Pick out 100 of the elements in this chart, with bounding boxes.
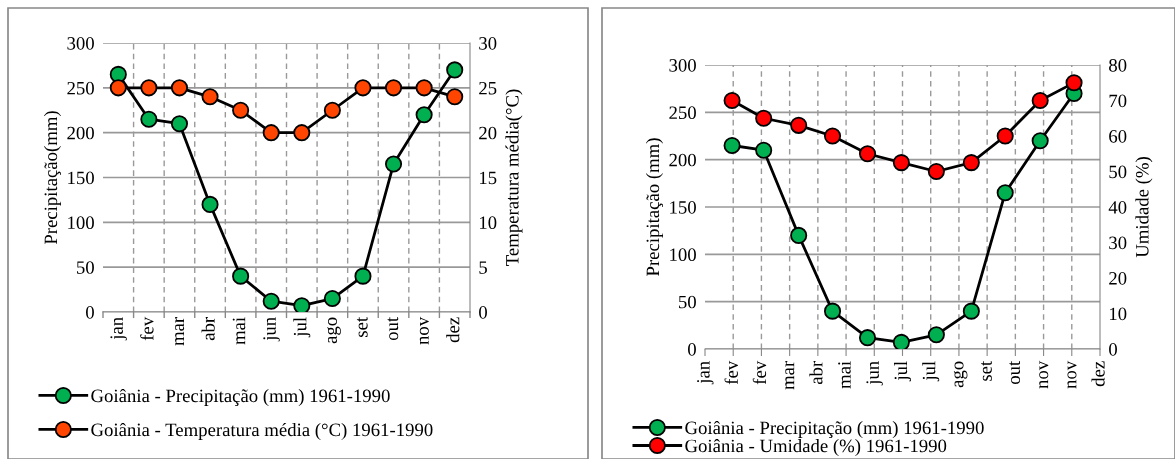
point — [723, 136, 741, 155]
x-tick-label: nov — [1067, 360, 1077, 389]
y-tick-label: 300 — [67, 37, 94, 50]
point — [858, 329, 877, 347]
y-tick-label: 200 — [669, 153, 696, 167]
x-tick-label: mai — [232, 317, 246, 345]
point — [723, 91, 741, 110]
x-tick-label: dez — [1091, 361, 1105, 387]
point — [384, 79, 403, 97]
y-tick-label: 150 — [68, 171, 94, 185]
point — [755, 109, 773, 127]
x-tick-label: jun — [866, 361, 883, 386]
y-axis-title: Precipitação(mm) — [43, 111, 61, 245]
point — [892, 333, 910, 349]
point — [354, 79, 372, 97]
x-tick-label: set — [981, 360, 992, 381]
point — [823, 302, 842, 320]
y2-tick-label: 30 — [479, 37, 497, 50]
y2-tick-label: 70 — [1109, 94, 1127, 108]
x-tick-label: jul — [894, 361, 911, 382]
point — [858, 145, 877, 163]
point — [262, 292, 280, 310]
y2-axis-title: Umidade (%) — [1135, 157, 1153, 258]
x-tick-label: nov — [419, 316, 429, 345]
point — [323, 101, 341, 119]
y-tick-label: 200 — [67, 126, 94, 140]
point — [262, 124, 280, 142]
legend-label: Goiânia - Temperatura média (°C) 1961-1990 — [91, 422, 433, 440]
point — [996, 127, 1014, 145]
y2-tick-label: 60 — [1109, 130, 1127, 143]
y-tick-label: 100 — [68, 216, 94, 230]
x-tick-label: abr — [809, 360, 823, 385]
point — [755, 141, 773, 159]
point — [790, 226, 808, 244]
point — [170, 115, 189, 133]
point — [1031, 132, 1049, 150]
x-tick-label: dez — [446, 317, 460, 343]
point — [962, 302, 980, 320]
point — [415, 79, 433, 97]
point — [1065, 74, 1083, 92]
y2-tick-label: 15 — [479, 171, 497, 185]
point — [109, 79, 127, 97]
point — [354, 267, 372, 285]
point — [323, 290, 341, 308]
y-tick-label: 0 — [688, 343, 696, 356]
y-tick-label: 250 — [669, 106, 696, 120]
y2-tick-label: 20 — [479, 126, 497, 140]
point — [140, 110, 158, 128]
y-axis-title: Precipitação (mm) — [645, 138, 663, 276]
y2-tick-label: 30 — [1109, 236, 1127, 250]
y-tick-label: 50 — [679, 295, 696, 309]
point — [790, 116, 808, 134]
point — [384, 155, 403, 173]
y2-tick-label: 25 — [479, 81, 497, 95]
y-tick-label: 100 — [670, 248, 696, 262]
point — [446, 88, 464, 106]
legend-label: Goiânia - Umidade (%) 1961-1990 — [685, 439, 947, 457]
point — [201, 88, 219, 106]
x-tick-label: ago — [327, 317, 341, 344]
y2-tick-label: 50 — [1109, 165, 1127, 179]
point — [293, 297, 311, 312]
x-tick-label: mai — [838, 361, 851, 389]
y2-tick-label: 10 — [1109, 307, 1127, 321]
y-tick-label: 150 — [670, 201, 696, 214]
x-tick-label: nov — [1039, 360, 1049, 389]
point — [446, 61, 464, 79]
point — [996, 184, 1014, 202]
point — [927, 162, 945, 181]
y2-tick-label: 0 — [1109, 343, 1117, 356]
y2-tick-label: 40 — [1108, 201, 1127, 214]
y-tick-label: 300 — [669, 59, 696, 72]
point — [232, 267, 250, 285]
x-tick-label: fev — [140, 316, 154, 341]
x-tick-label: jul — [293, 317, 311, 338]
y2-tick-label: 20 — [1109, 272, 1127, 285]
x-tick-label: out — [1009, 360, 1021, 385]
legend-label: Goiânia - Precipitação (mm) 1961-1990 — [91, 388, 390, 406]
point — [823, 127, 842, 145]
x-tick-label: jul — [922, 361, 940, 382]
x-tick-label: ago — [953, 361, 968, 388]
point — [892, 154, 910, 172]
x-tick-label: fev — [752, 360, 767, 385]
x-tick-label: jan — [697, 361, 714, 385]
y-tick-label: 0 — [86, 306, 94, 319]
point — [927, 326, 945, 344]
y-tick-label: 250 — [67, 81, 94, 95]
y2-tick-label: 0 — [479, 306, 487, 319]
x-tick-label: jun — [263, 317, 280, 342]
point — [1031, 91, 1049, 110]
x-tick-label: set — [356, 316, 368, 337]
y2-tick-label: 5 — [479, 261, 487, 274]
x-tick-label: jan — [110, 317, 127, 341]
legend-label: Goiânia - Precipitação (mm) 1961-1990 — [685, 420, 984, 438]
y2-tick-label: 80 — [1109, 59, 1127, 72]
x-tick-label: mar — [785, 360, 795, 390]
y2-axis-title: Temperatura média(°C) — [505, 89, 523, 266]
y2-tick-label: 10 — [479, 216, 497, 230]
point — [962, 154, 980, 172]
x-tick-label: out — [387, 316, 399, 341]
point — [140, 79, 158, 97]
